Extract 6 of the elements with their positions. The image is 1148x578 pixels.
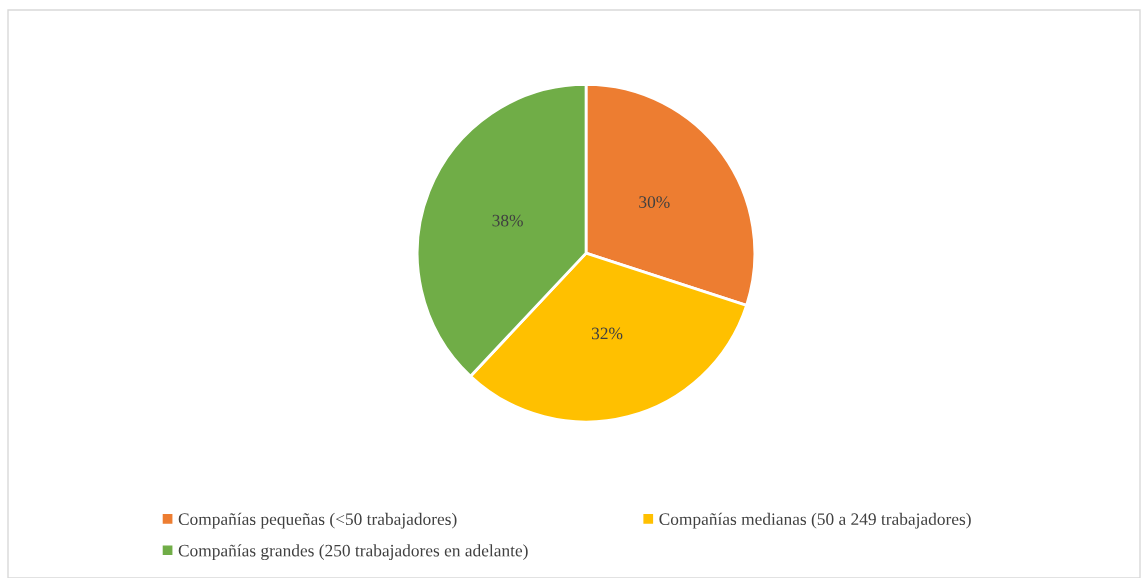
legend-label: Compañías grandes (250 trabajadores en adelante) <box>178 544 528 561</box>
data-label: 38% <box>492 214 523 227</box>
legend-label: Compañías medianas (50 a 249 trabajadores) <box>659 512 971 529</box>
data-label: 30% <box>639 196 670 208</box>
legend-label: Compañías pequeñas (<50 trabajadores) <box>178 512 457 529</box>
data-label: 32% <box>591 327 623 340</box>
